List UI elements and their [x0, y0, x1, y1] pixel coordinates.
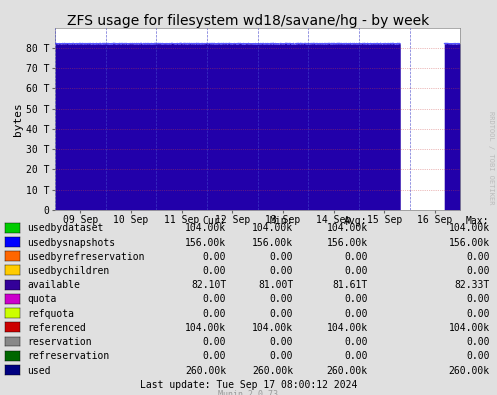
Text: Min:: Min:	[270, 216, 293, 226]
Text: 0.00: 0.00	[203, 294, 226, 305]
Text: 0.00: 0.00	[466, 252, 490, 262]
Text: 0.00: 0.00	[203, 252, 226, 262]
Text: 82.33T: 82.33T	[454, 280, 490, 290]
Text: 156.00k: 156.00k	[448, 237, 490, 248]
Text: Munin 2.0.73: Munin 2.0.73	[219, 391, 278, 395]
Text: 81.00T: 81.00T	[258, 280, 293, 290]
Text: 0.00: 0.00	[203, 266, 226, 276]
Text: usedbydataset: usedbydataset	[27, 223, 104, 233]
Text: 0.00: 0.00	[203, 351, 226, 361]
Text: usedbyrefreservation: usedbyrefreservation	[27, 252, 145, 262]
Text: 0.00: 0.00	[344, 308, 368, 319]
Text: 104.00k: 104.00k	[448, 323, 490, 333]
Text: 0.00: 0.00	[466, 308, 490, 319]
Text: 0.00: 0.00	[344, 294, 368, 305]
Text: 104.00k: 104.00k	[185, 223, 226, 233]
Text: 156.00k: 156.00k	[327, 237, 368, 248]
Text: 156.00k: 156.00k	[252, 237, 293, 248]
Text: reservation: reservation	[27, 337, 92, 347]
Text: refreservation: refreservation	[27, 351, 109, 361]
Text: 260.00k: 260.00k	[252, 365, 293, 376]
Text: 104.00k: 104.00k	[185, 323, 226, 333]
Text: Avg:: Avg:	[344, 216, 368, 226]
Text: 156.00k: 156.00k	[185, 237, 226, 248]
Text: 0.00: 0.00	[466, 266, 490, 276]
Text: 0.00: 0.00	[466, 294, 490, 305]
Text: 0.00: 0.00	[344, 266, 368, 276]
Text: 0.00: 0.00	[270, 266, 293, 276]
Text: 260.00k: 260.00k	[448, 365, 490, 376]
Text: RRDTOOL / TOBI OETIKER: RRDTOOL / TOBI OETIKER	[488, 111, 494, 205]
Text: 104.00k: 104.00k	[448, 223, 490, 233]
Text: 0.00: 0.00	[466, 337, 490, 347]
Text: 0.00: 0.00	[344, 337, 368, 347]
Text: 260.00k: 260.00k	[185, 365, 226, 376]
Text: 0.00: 0.00	[466, 351, 490, 361]
Text: 104.00k: 104.00k	[327, 323, 368, 333]
Text: 0.00: 0.00	[344, 252, 368, 262]
Text: 82.10T: 82.10T	[191, 280, 226, 290]
Text: 260.00k: 260.00k	[327, 365, 368, 376]
Text: usedbychildren: usedbychildren	[27, 266, 109, 276]
Text: Last update: Tue Sep 17 08:00:12 2024: Last update: Tue Sep 17 08:00:12 2024	[140, 380, 357, 390]
Text: Max:: Max:	[466, 216, 490, 226]
Text: 81.61T: 81.61T	[332, 280, 368, 290]
Text: used: used	[27, 365, 51, 376]
Text: 0.00: 0.00	[270, 294, 293, 305]
Y-axis label: bytes: bytes	[13, 102, 23, 135]
Text: usedbysnapshots: usedbysnapshots	[27, 237, 115, 248]
Text: available: available	[27, 280, 80, 290]
Text: referenced: referenced	[27, 323, 86, 333]
Text: refquota: refquota	[27, 308, 75, 319]
Text: 0.00: 0.00	[270, 337, 293, 347]
Text: 0.00: 0.00	[344, 351, 368, 361]
Text: 104.00k: 104.00k	[327, 223, 368, 233]
Text: 0.00: 0.00	[270, 308, 293, 319]
Text: 104.00k: 104.00k	[252, 323, 293, 333]
Text: 0.00: 0.00	[270, 252, 293, 262]
Text: 0.00: 0.00	[270, 351, 293, 361]
Text: 0.00: 0.00	[203, 337, 226, 347]
Text: ZFS usage for filesystem wd18/savane/hg - by week: ZFS usage for filesystem wd18/savane/hg …	[68, 14, 429, 28]
Text: quota: quota	[27, 294, 57, 305]
Text: 104.00k: 104.00k	[252, 223, 293, 233]
Text: 0.00: 0.00	[203, 308, 226, 319]
Text: Cur:: Cur:	[203, 216, 226, 226]
